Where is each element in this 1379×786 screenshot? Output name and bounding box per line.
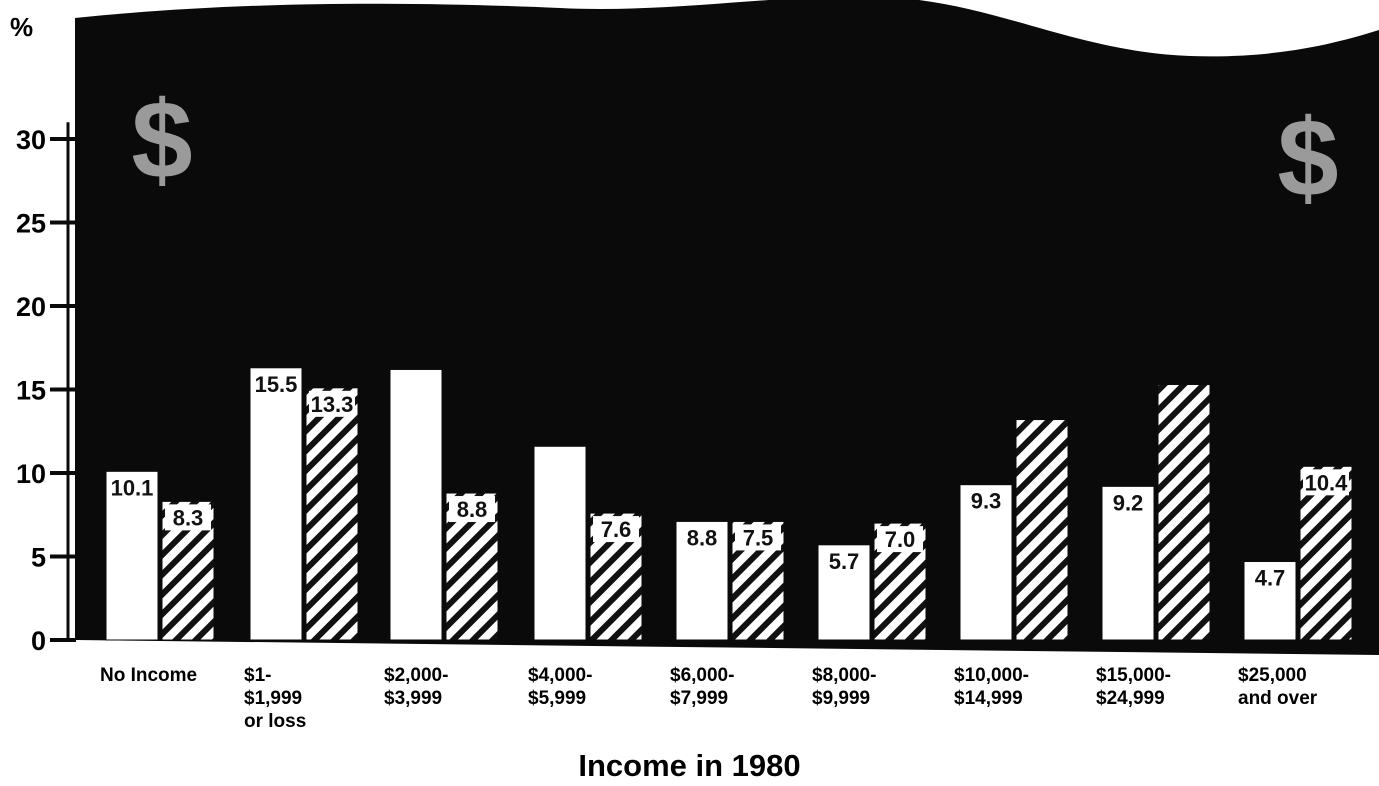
x-tick-label-line: $7,999	[670, 688, 729, 709]
data-label-background	[253, 370, 299, 397]
x-tick-label-line: and over	[1238, 688, 1318, 709]
x-tick-label-line: $1-	[244, 665, 272, 686]
bar-hatched	[305, 387, 359, 641]
x-tick-label-line: $25,000	[1238, 665, 1307, 686]
x-tick-label-line: $15,000-	[1096, 665, 1172, 686]
x-tick-label-line: $2,000-	[384, 665, 449, 686]
bar-solid	[249, 367, 303, 641]
dollar-sign-left: $	[131, 79, 192, 202]
dollar-sign-right: $	[1277, 97, 1338, 220]
data-label-background	[877, 526, 923, 553]
x-tick-label-line: No Income	[100, 665, 198, 686]
y-tick-label: 15	[16, 376, 46, 406]
bar-solid	[533, 445, 587, 641]
data-label: 8.8	[457, 497, 488, 522]
bar-hatched	[1015, 419, 1069, 641]
data-label-background	[679, 524, 725, 551]
data-label-background	[593, 516, 639, 543]
data-label-background	[1247, 564, 1293, 591]
data-label: 7.0	[885, 527, 916, 552]
y-tick-label: 10	[16, 459, 46, 489]
bar-solid	[389, 368, 443, 641]
data-label-background	[309, 390, 355, 417]
data-label: 8.8	[687, 525, 718, 550]
x-axis-title: Income in 1980	[578, 748, 801, 783]
y-tick-label: 5	[31, 543, 46, 573]
data-label: 7.5	[743, 525, 774, 550]
x-tick-label-line: $4,000-	[528, 665, 593, 686]
y-axis-unit: %	[10, 12, 34, 42]
x-tick-label-line: $5,999	[528, 688, 587, 709]
x-tick-label: $6,000- $7,999	[670, 664, 734, 710]
data-label-background	[735, 524, 781, 551]
x-tick-label: $25,000 and over	[1238, 664, 1317, 710]
data-label-background	[109, 474, 155, 501]
data-label-background	[963, 487, 1009, 514]
x-tick-label: $15,000- $24,999	[1096, 664, 1171, 710]
data-label: 8.3	[173, 505, 204, 530]
bar-hatched	[1157, 383, 1211, 641]
y-tick-label: 0	[31, 626, 46, 656]
x-tick-label-line: or loss	[244, 711, 307, 732]
data-label-background	[1303, 469, 1349, 496]
data-label: 7.6	[601, 517, 632, 542]
data-label: 9.3	[971, 489, 1002, 514]
x-tick-label-line: $8,000-	[812, 665, 877, 686]
data-label: 9.2	[1113, 490, 1144, 515]
x-tick-label: $2,000- $3,999	[384, 664, 448, 710]
x-tick-label-line: $14,999	[954, 688, 1023, 709]
x-tick-label-line: $6,000-	[670, 665, 735, 686]
x-tick-label: $4,000- $5,999	[528, 664, 592, 710]
data-label: 5.7	[829, 549, 860, 574]
y-tick-label: 25	[16, 209, 46, 239]
x-tick-label-line: $9,999	[812, 688, 871, 709]
x-tick-label: $10,000- $14,999	[954, 664, 1029, 710]
x-tick-label-line: $1,999	[244, 688, 303, 709]
data-label: 13.3	[311, 392, 354, 417]
data-label: 15.5	[255, 372, 298, 397]
data-label-background	[449, 496, 495, 523]
data-label-background	[1105, 489, 1151, 516]
x-tick-label-line: $3,999	[384, 688, 443, 709]
y-tick-label: 20	[16, 292, 46, 322]
x-tick-label-line: $10,000-	[954, 665, 1030, 686]
x-tick-label: No Income	[100, 664, 197, 687]
x-tick-label: $8,000- $9,999	[812, 664, 876, 710]
x-tick-label: $1- $1,999 or loss	[244, 664, 306, 733]
y-tick-label: 30	[16, 125, 46, 155]
data-label: 10.1	[111, 475, 154, 500]
data-label-background	[165, 504, 211, 531]
data-label: 4.7	[1255, 566, 1286, 591]
x-tick-label-line: $24,999	[1096, 688, 1165, 709]
data-label-background	[821, 547, 867, 574]
data-label: 10.4	[1305, 470, 1349, 495]
